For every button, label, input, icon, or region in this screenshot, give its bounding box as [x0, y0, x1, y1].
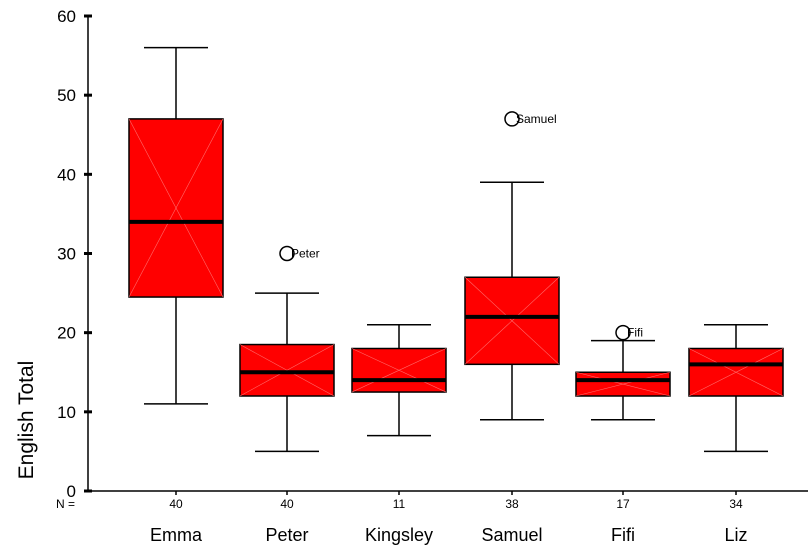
n-count-label: 34: [729, 497, 743, 511]
box-group: Peter: [239, 245, 335, 453]
category-label: Emma: [150, 525, 203, 545]
x-labels: 40 Emma 40 Peter 11 Kingsley 38 Samuel 17 Fifi 34 L…: [150, 491, 748, 545]
box-hatch: [128, 118, 224, 298]
y-tick-label: 20: [57, 324, 76, 343]
box-hatch: [351, 348, 447, 393]
box-hatch: [464, 277, 560, 365]
y-tick-label: 30: [57, 245, 76, 264]
box-group: [128, 46, 224, 405]
n-count-label: 38: [505, 497, 519, 511]
outlier-point: [279, 245, 295, 262]
n-count-label: 40: [280, 497, 294, 511]
y-tick-label: 10: [57, 403, 76, 422]
y-axis-label: English Total: [15, 361, 38, 480]
category-label: Peter: [265, 525, 308, 545]
category-label: Fifi: [611, 525, 635, 545]
n-count-label: 17: [616, 497, 630, 511]
y-ticks: 0 10 20 30 40 50 60: [57, 7, 92, 501]
boxes: Peter Samuel Fifi: [128, 46, 784, 453]
box-group: Samuel: [464, 111, 560, 421]
outlier-label: Fifi: [627, 326, 643, 340]
box-group: Fifi: [575, 324, 671, 421]
box-group: [351, 324, 447, 437]
y-tick-label: 40: [57, 165, 76, 184]
n-count-label: 40: [169, 497, 183, 511]
category-label: Kingsley: [365, 525, 433, 545]
box-hatch: [688, 348, 784, 397]
category-label: Samuel: [481, 525, 542, 545]
category-label: Liz: [724, 525, 747, 545]
outlier-point: [504, 111, 520, 127]
y-tick-label: 50: [57, 86, 76, 105]
outlier-point: [615, 324, 631, 341]
n-prefix-label: N =: [56, 497, 75, 511]
box-group: [688, 324, 784, 453]
outlier-label: Samuel: [516, 112, 557, 126]
n-count-label: 11: [393, 497, 406, 511]
y-tick-label: 0: [67, 482, 76, 501]
outlier-label: Peter: [291, 247, 320, 261]
y-tick-label: 60: [57, 7, 76, 26]
box-hatch: [575, 371, 671, 397]
